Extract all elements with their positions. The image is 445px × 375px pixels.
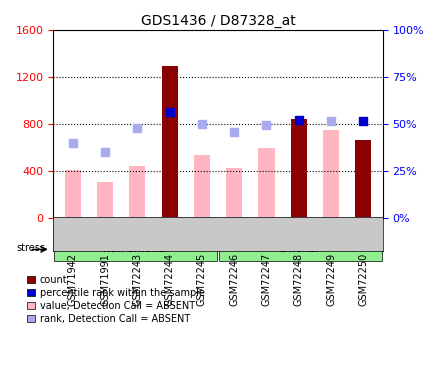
Bar: [323, 130, 339, 218]
Point: [328, 118, 335, 124]
Bar: [226, 168, 242, 217]
Point: [166, 109, 173, 115]
Legend: count, percentile rank within the sample, value, Detection Call = ABSENT, rank, : count, percentile rank within the sample…: [27, 275, 205, 324]
Point: [198, 122, 206, 128]
Bar: [65, 170, 81, 217]
Bar: [129, 166, 146, 218]
Bar: [97, 182, 113, 218]
Point: [263, 122, 270, 128]
Point: [360, 118, 367, 124]
FancyBboxPatch shape: [218, 238, 382, 261]
Point: [69, 140, 77, 146]
Bar: [355, 140, 372, 218]
Title: GDS1436 / D87328_at: GDS1436 / D87328_at: [141, 13, 295, 28]
Bar: [259, 148, 275, 217]
Point: [295, 117, 302, 123]
Point: [231, 129, 238, 135]
Point: [101, 150, 109, 156]
Point: [134, 125, 141, 132]
Text: stress: stress: [16, 243, 45, 253]
Text: smoker: smoker: [280, 244, 321, 254]
Bar: [194, 155, 210, 218]
Text: non-smoker: non-smoker: [103, 244, 169, 254]
Bar: [291, 119, 307, 218]
FancyBboxPatch shape: [54, 238, 218, 261]
Bar: [162, 66, 178, 218]
